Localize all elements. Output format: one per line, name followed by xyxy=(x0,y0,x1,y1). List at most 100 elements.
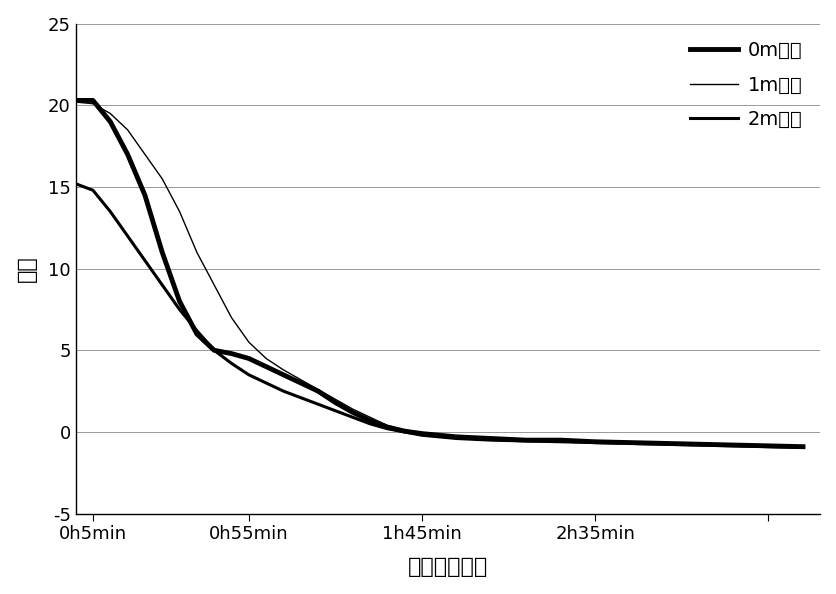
1m距离 xyxy=(88,100,98,108)
1m距离 xyxy=(589,438,599,446)
1m距离 xyxy=(261,355,271,362)
1m距离 xyxy=(797,443,807,450)
1m距离 xyxy=(105,110,115,117)
2m距离 xyxy=(88,187,98,194)
1m距离 xyxy=(157,175,167,182)
2m距离 xyxy=(157,282,167,289)
2m距离 xyxy=(659,441,669,448)
0m距离 xyxy=(261,363,271,370)
2m距离 xyxy=(105,208,115,215)
1m距离 xyxy=(486,436,496,443)
2m距离 xyxy=(261,380,271,387)
0m距离 xyxy=(486,435,496,442)
0m距离 xyxy=(347,409,357,416)
0m距离 xyxy=(589,438,599,446)
0m距离 xyxy=(728,441,738,448)
1m距离 xyxy=(364,413,375,421)
1m距离 xyxy=(227,314,237,321)
1m距离 xyxy=(191,249,201,256)
1m距离 xyxy=(313,386,323,393)
0m距离 xyxy=(295,380,305,387)
0m距离 xyxy=(70,97,80,104)
1m距离 xyxy=(122,127,132,134)
0m距离 xyxy=(624,439,634,446)
0m距离 xyxy=(140,192,150,199)
0m距离 xyxy=(451,433,461,440)
1m距离 xyxy=(762,443,772,450)
1m距离 xyxy=(555,437,565,444)
0m距离 xyxy=(762,443,772,450)
2m距离 xyxy=(347,413,357,421)
0m距离 xyxy=(278,371,288,378)
2m距离 xyxy=(797,444,807,451)
2m距离 xyxy=(555,438,565,446)
1m距离 xyxy=(175,208,185,215)
2m距离 xyxy=(416,432,426,439)
0m距离 xyxy=(520,437,530,444)
2m距离 xyxy=(278,387,288,394)
2m距离 xyxy=(520,437,530,444)
2m距离 xyxy=(313,400,323,407)
2m距离 xyxy=(227,360,237,367)
1m距离 xyxy=(278,366,288,374)
2m距离 xyxy=(70,180,80,187)
0m距离 xyxy=(313,387,323,394)
1m距离 xyxy=(400,426,410,434)
1m距离 xyxy=(209,282,219,289)
Line: 0m距离: 0m距离 xyxy=(75,100,802,447)
1m距离 xyxy=(347,406,357,413)
2m距离 xyxy=(175,306,185,313)
0m距离 xyxy=(364,417,375,424)
2m距离 xyxy=(122,232,132,239)
0m距离 xyxy=(659,440,669,447)
1m距离 xyxy=(382,422,392,429)
0m距离 xyxy=(416,430,426,437)
1m距离 xyxy=(728,441,738,448)
X-axis label: 预冷累计时间: 预冷累计时间 xyxy=(407,557,487,577)
1m距离 xyxy=(295,376,305,383)
1m距离 xyxy=(70,99,80,106)
1m距离 xyxy=(659,440,669,447)
2m距离 xyxy=(451,435,461,442)
2m距离 xyxy=(693,441,703,448)
2m距离 xyxy=(382,425,392,432)
1m距离 xyxy=(416,430,426,437)
2m距离 xyxy=(762,443,772,450)
0m距离 xyxy=(693,441,703,448)
1m距离 xyxy=(520,437,530,444)
2m距离 xyxy=(330,407,340,414)
2m距离 xyxy=(400,428,410,435)
2m距离 xyxy=(191,327,201,334)
Y-axis label: 温度: 温度 xyxy=(17,255,37,282)
0m距离 xyxy=(175,298,185,305)
Line: 2m距离: 2m距离 xyxy=(75,184,802,447)
1m距离 xyxy=(140,151,150,158)
2m距离 xyxy=(243,371,253,378)
0m距离 xyxy=(243,355,253,362)
0m距离 xyxy=(191,330,201,337)
2m距离 xyxy=(364,420,375,427)
Legend: 0m距离, 1m距离, 2m距离: 0m距离, 1m距离, 2m距离 xyxy=(681,33,809,137)
1m距离 xyxy=(330,396,340,403)
Line: 1m距离: 1m距离 xyxy=(75,102,802,447)
0m距离 xyxy=(209,347,219,354)
0m距离 xyxy=(330,399,340,406)
0m距离 xyxy=(157,249,167,256)
2m距离 xyxy=(589,439,599,446)
1m距离 xyxy=(451,433,461,440)
2m距离 xyxy=(728,443,738,450)
2m距离 xyxy=(624,440,634,447)
0m距离 xyxy=(105,118,115,125)
1m距离 xyxy=(243,339,253,346)
2m距离 xyxy=(209,347,219,354)
1m距离 xyxy=(624,439,634,446)
0m距离 xyxy=(122,151,132,158)
0m距离 xyxy=(227,350,237,357)
2m距离 xyxy=(295,394,305,401)
0m距离 xyxy=(88,97,98,104)
0m距离 xyxy=(555,437,565,444)
1m距离 xyxy=(693,441,703,448)
0m距离 xyxy=(797,443,807,450)
2m距离 xyxy=(486,437,496,444)
2m距离 xyxy=(140,257,150,264)
